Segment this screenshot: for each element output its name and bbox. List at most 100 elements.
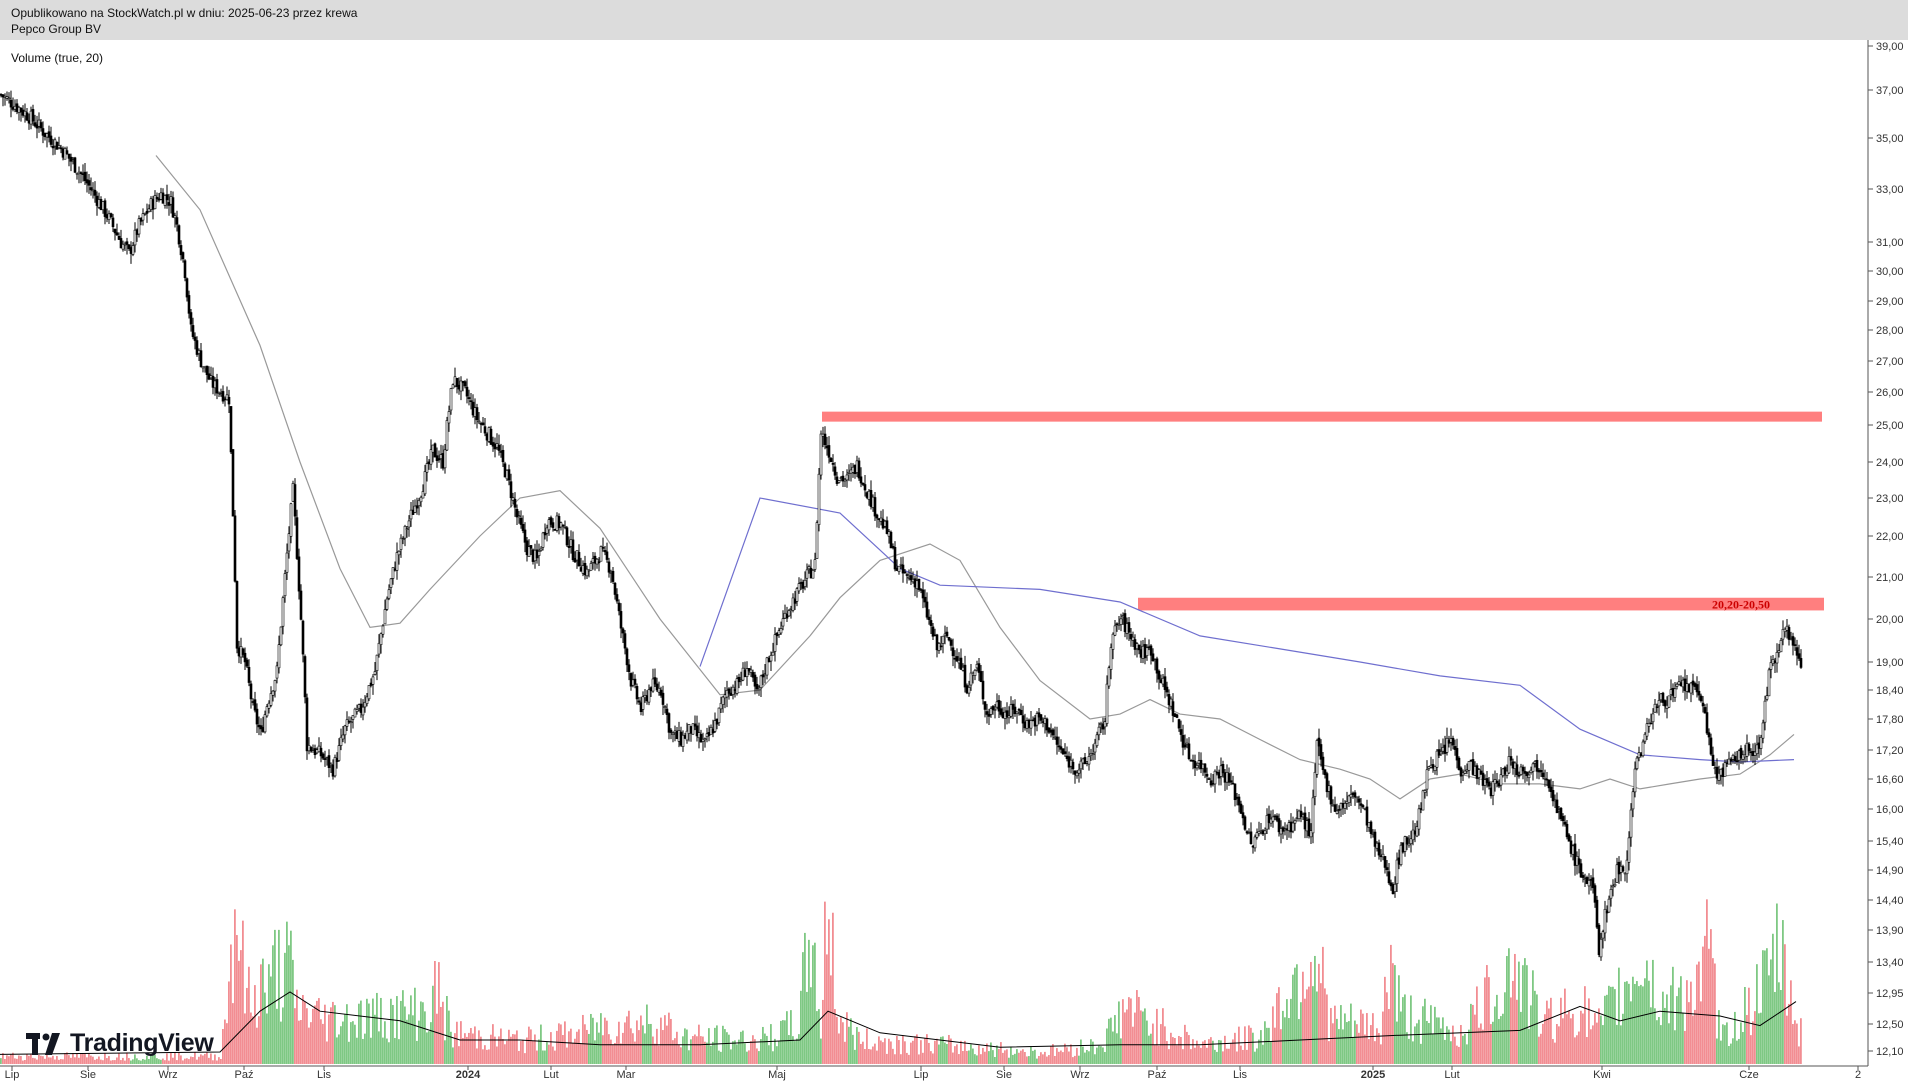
volume-bar — [640, 1015, 642, 1064]
volume-bar — [1422, 1006, 1424, 1064]
volume-bar — [1154, 1044, 1156, 1064]
volume-bar — [1364, 1034, 1366, 1064]
volume-bar — [630, 1028, 632, 1064]
tradingview-logo[interactable]: TradingView — [26, 1029, 214, 1058]
candle-body — [1209, 780, 1213, 786]
candle-body — [1491, 781, 1495, 796]
volume-bar — [1076, 1047, 1078, 1064]
x-tick-label: Mar — [617, 1069, 636, 1081]
candle-body — [1533, 761, 1537, 764]
volume-bar — [1196, 1040, 1198, 1064]
volume-bar — [282, 1007, 284, 1064]
candle-body — [1063, 751, 1067, 754]
volume-bar — [1432, 1033, 1434, 1064]
volume-bar — [554, 1050, 556, 1064]
candle-body — [1355, 796, 1359, 799]
volume-bar — [1098, 1045, 1100, 1064]
candle-body — [1495, 780, 1499, 784]
candle-body — [243, 652, 247, 663]
volume-bar — [1050, 1046, 1052, 1064]
volume-bar — [550, 1032, 552, 1064]
volume-bar — [978, 1045, 980, 1064]
resistance-zone[interactable] — [1138, 597, 1824, 611]
volume-bar — [946, 1043, 948, 1064]
volume-bar — [1044, 1051, 1046, 1064]
candle-body — [1203, 763, 1207, 773]
candle-body — [177, 225, 181, 245]
volume-bar — [454, 1033, 456, 1064]
volume-bar — [744, 1043, 746, 1064]
volume-bar — [1654, 1008, 1656, 1064]
candle-body — [1467, 761, 1471, 771]
candle-body — [1361, 805, 1365, 808]
candle-body — [1619, 865, 1623, 873]
volume-bar — [260, 964, 262, 1064]
volume-bar — [26, 1054, 28, 1064]
candle-body — [41, 128, 45, 136]
candle-body — [319, 747, 323, 757]
volume-bar — [1030, 1046, 1032, 1064]
candle-body — [91, 189, 95, 192]
volume-bar — [140, 1060, 142, 1064]
volume-bar — [368, 1003, 370, 1064]
volume-bar — [138, 1060, 140, 1064]
volume-bar — [676, 1031, 678, 1064]
candle-body — [1227, 773, 1231, 783]
candle-body — [1449, 738, 1453, 743]
volume-bar — [1514, 953, 1516, 1064]
volume-bar — [1500, 1016, 1502, 1064]
volume-bar — [998, 1049, 1000, 1064]
candle-body — [1373, 831, 1377, 847]
volume-bar — [750, 1041, 752, 1064]
y-tick-label: 25,00 — [1876, 420, 1904, 432]
candle-body — [713, 720, 717, 732]
candle-body — [1109, 647, 1113, 670]
volume-bar — [324, 1004, 326, 1064]
volume-bar — [328, 1014, 330, 1064]
candle-body — [1323, 769, 1327, 776]
y-tick-label: 13,90 — [1876, 925, 1904, 937]
volume-bar — [1644, 978, 1646, 1064]
candle-body — [1013, 706, 1017, 715]
candle-body — [415, 505, 419, 509]
candle-body — [1311, 797, 1315, 834]
volume-moving-average — [0, 991, 1797, 1055]
candle-body — [125, 241, 129, 245]
volume-bar — [12, 1052, 14, 1064]
volume-bar — [532, 1040, 534, 1064]
volume-bar — [546, 1042, 548, 1064]
candle-body — [377, 642, 381, 655]
volume-bar — [758, 1051, 760, 1064]
volume-bar — [1792, 1024, 1794, 1064]
volume-bar — [1720, 1040, 1722, 1064]
volume-bar — [512, 1034, 514, 1064]
volume-bar — [406, 1019, 408, 1064]
volume-bar — [292, 959, 294, 1064]
candle-body — [1307, 818, 1311, 837]
volume-bar — [1778, 982, 1780, 1064]
candle-body — [1143, 644, 1147, 659]
moving-averages — [155, 155, 1795, 800]
volume-bar — [1526, 965, 1528, 1064]
candle-body — [1505, 770, 1509, 776]
volume-bar — [1650, 1007, 1652, 1064]
volume-bar — [82, 1053, 84, 1064]
candle-body — [1289, 821, 1293, 833]
candle-body — [449, 388, 453, 411]
candle-body — [1729, 758, 1733, 762]
volume-bar — [678, 1044, 680, 1064]
candle-body — [917, 578, 921, 590]
tradingview-icon — [26, 1032, 60, 1055]
volume-bar — [1230, 1042, 1232, 1064]
resistance-zone[interactable] — [822, 411, 1822, 422]
candle-body — [1407, 843, 1411, 846]
candle-body — [403, 525, 407, 539]
volume-bar — [1008, 1057, 1010, 1064]
volume-bar — [1156, 1008, 1158, 1064]
candle-body — [551, 522, 555, 528]
volume-bar — [1054, 1055, 1056, 1064]
candle-body — [1753, 751, 1757, 756]
candle-body — [1173, 713, 1177, 718]
candle-body — [59, 147, 63, 150]
